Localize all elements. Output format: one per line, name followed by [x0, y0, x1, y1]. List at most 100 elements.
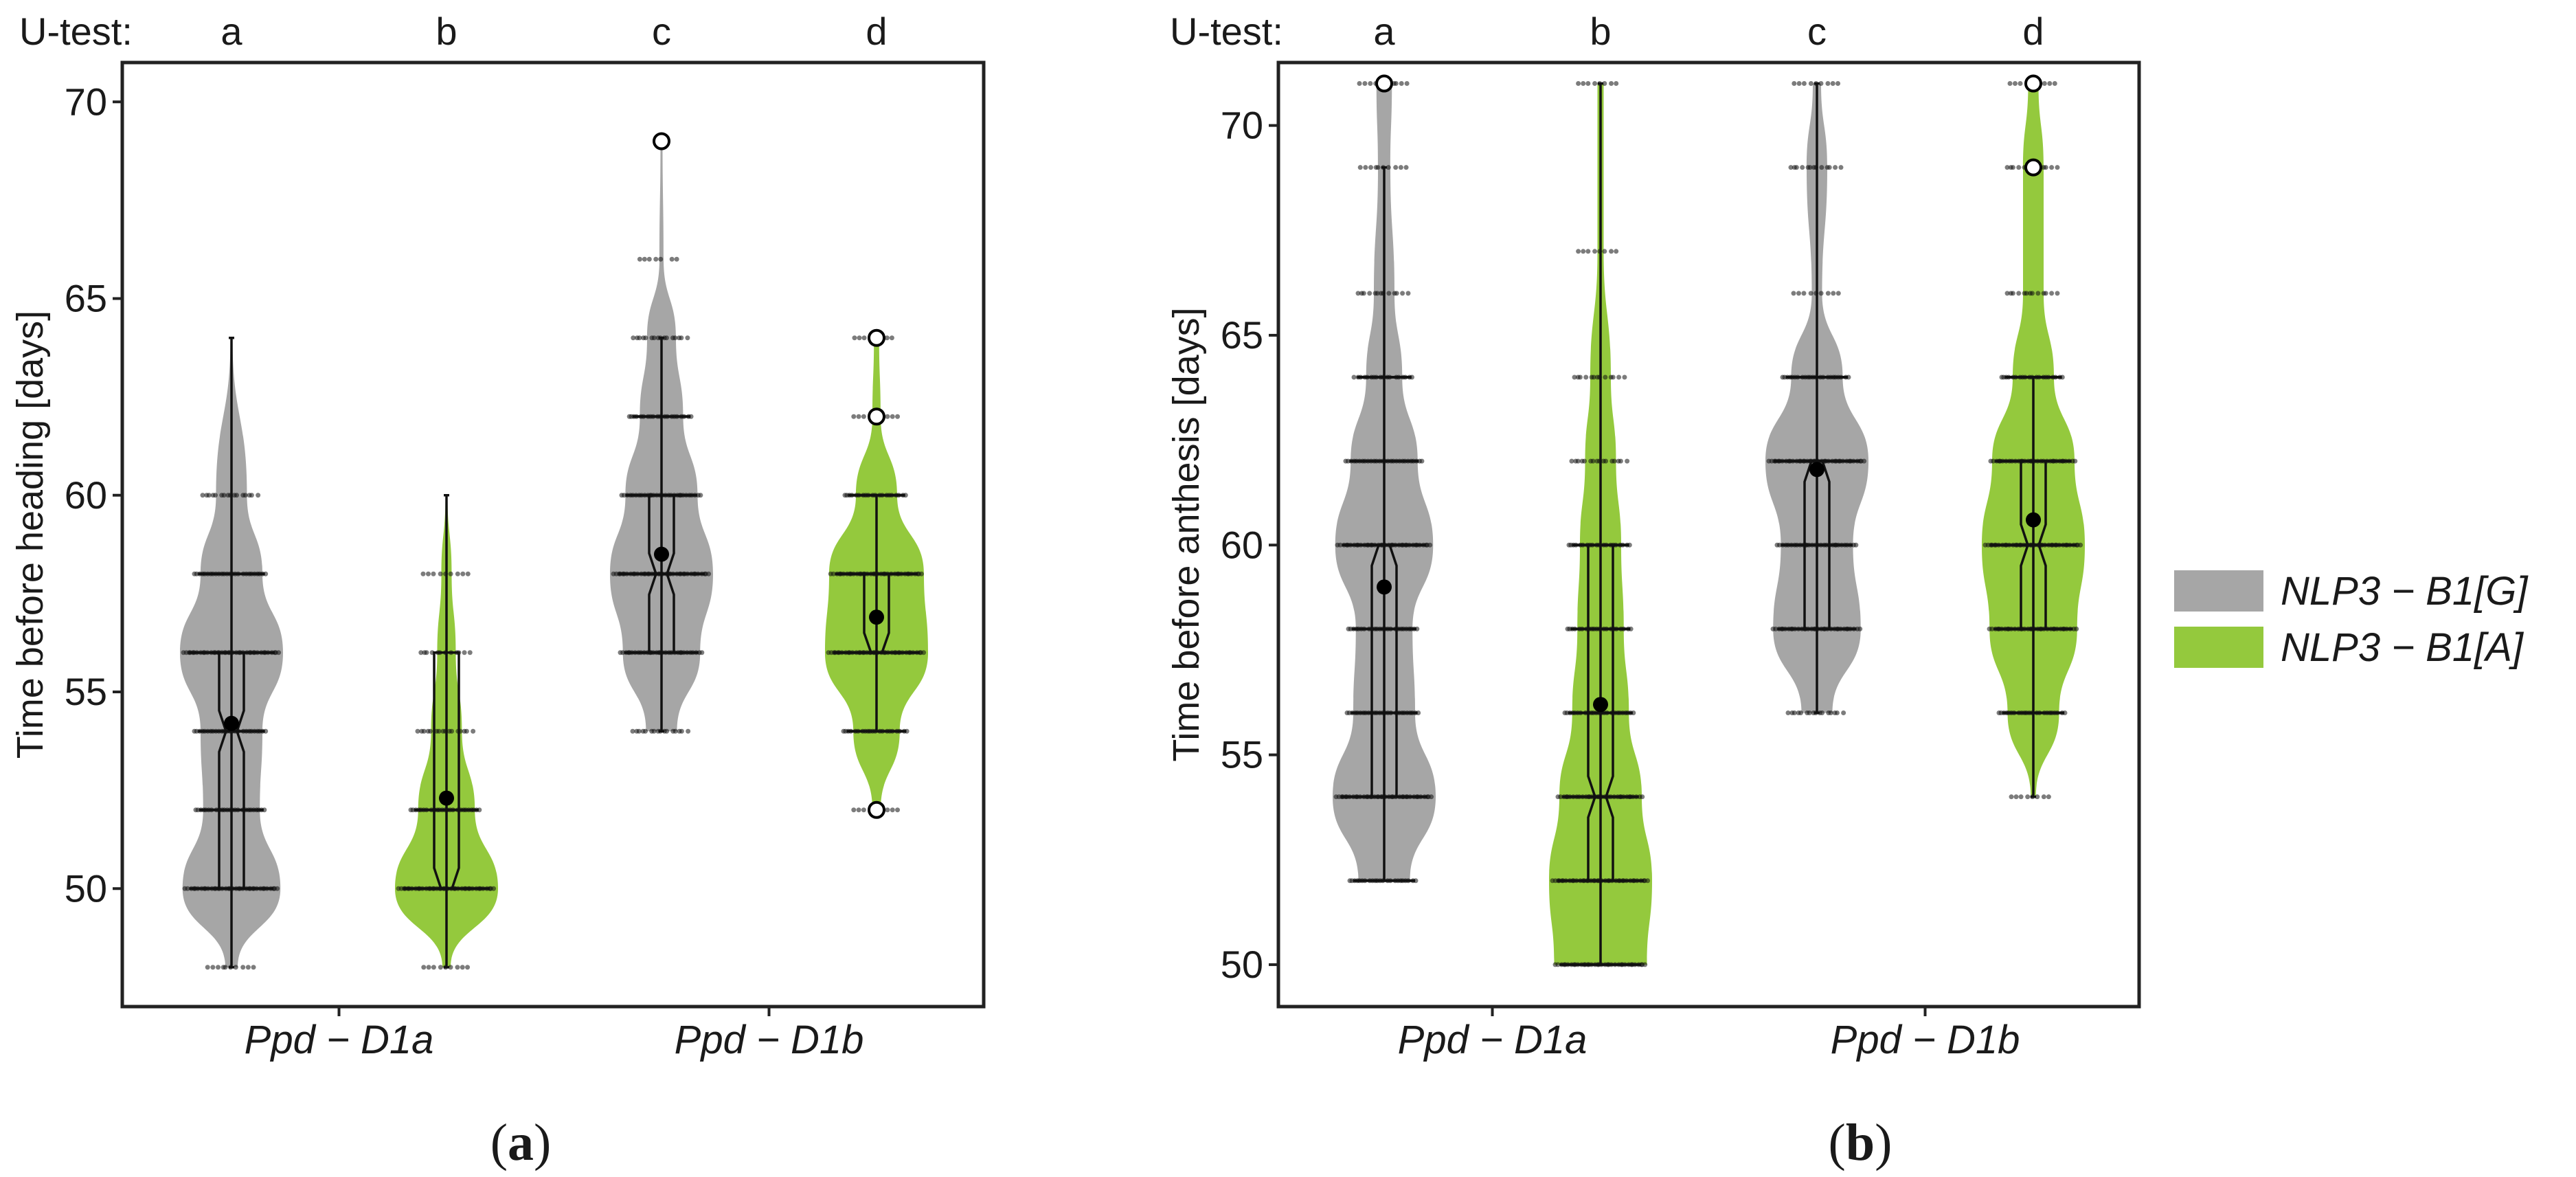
data-point [1805, 710, 1810, 716]
data-point [653, 256, 659, 262]
data-point [1862, 458, 1867, 464]
data-point [1592, 249, 1598, 254]
data-point [1373, 165, 1379, 170]
data-point [1602, 249, 1607, 254]
data-point [447, 728, 452, 734]
data-point [1808, 291, 1814, 296]
data-point [1601, 458, 1606, 464]
data-point [231, 493, 237, 498]
utest-letter: d [2022, 10, 2044, 53]
data-point [462, 650, 467, 655]
data-point [890, 807, 895, 813]
data-point [686, 728, 691, 734]
box-notched [2020, 460, 2047, 631]
data-point [276, 650, 282, 655]
data-point [1419, 458, 1425, 464]
data-point [1363, 165, 1368, 170]
data-point [1998, 710, 2004, 716]
data-point [2052, 81, 2057, 87]
data-point [621, 493, 626, 498]
data-point [467, 650, 473, 655]
data-point [2016, 291, 2022, 296]
data-point [2025, 794, 2031, 800]
data-point [699, 650, 705, 655]
data-point [1826, 710, 1831, 716]
data-point [204, 493, 210, 498]
data-point [1792, 165, 1797, 170]
data-point [1841, 710, 1846, 716]
data-point [1825, 81, 1831, 87]
utest-letter: a [221, 10, 242, 53]
data-point [1835, 81, 1841, 87]
data-point [1811, 165, 1816, 170]
data-point [1594, 374, 1600, 380]
data-point [1616, 458, 1621, 464]
data-point [1359, 291, 1364, 296]
data-point [706, 571, 712, 576]
data-point [2049, 165, 2055, 170]
legend-label-a: NLP3 − B1[A] [2281, 625, 2524, 670]
data-point [2049, 291, 2055, 296]
y-tick-label-a: 70 [65, 80, 107, 123]
plot-area-b: 50 55 60 65 70 Ppd − D1a Ppd − D1b a b c d [1221, 10, 2085, 1062]
y-axis-label-b: Time before anthesis [days] [1166, 307, 1207, 761]
data-point [2018, 81, 2023, 87]
box-notched [1370, 543, 1398, 798]
box-notched [1803, 460, 1831, 631]
data-point [674, 256, 679, 262]
data-point [210, 965, 216, 970]
data-point [1367, 291, 1372, 296]
data-point [895, 807, 901, 813]
data-point [921, 650, 927, 655]
data-point [1625, 458, 1630, 464]
outlier-point [868, 800, 885, 819]
utest-letter: c [1807, 10, 1827, 53]
panel-label-b: (b) [1829, 1114, 1893, 1172]
data-point [256, 493, 261, 498]
data-point [634, 728, 640, 734]
box-notched [433, 651, 460, 890]
utest-letter: b [436, 10, 457, 53]
data-point [1348, 626, 1353, 631]
data-point [2072, 458, 2078, 464]
data-point [2046, 794, 2051, 800]
data-point [491, 886, 497, 891]
data-point [1832, 710, 1838, 716]
data-point [629, 414, 634, 419]
data-point [1585, 81, 1591, 87]
y-tick-label-a: 50 [65, 866, 107, 910]
data-point [861, 335, 867, 341]
data-point [2055, 291, 2060, 296]
data-point [448, 965, 453, 970]
data-point [194, 728, 199, 734]
data-point [1351, 374, 1357, 380]
x-category-label-a: Ppd − D1b [675, 1018, 864, 1062]
data-point [1801, 291, 1807, 296]
x-category-label-a: Ppd − D1a [245, 1018, 434, 1062]
y-tick-label-b: 65 [1221, 313, 1263, 357]
data-point [1805, 165, 1811, 170]
data-point [1789, 710, 1795, 716]
data-point [698, 493, 703, 498]
data-point [831, 571, 836, 576]
data-point [448, 571, 453, 576]
data-point [221, 965, 226, 970]
data-point [422, 650, 427, 655]
data-point [630, 728, 635, 734]
data-point [1614, 81, 1619, 87]
data-point [844, 493, 850, 498]
data-point [460, 965, 465, 970]
data-point [1791, 291, 1796, 296]
data-point [670, 335, 675, 341]
data-point [1400, 291, 1405, 296]
data-point [431, 965, 436, 970]
data-point [884, 335, 890, 341]
data-point [1404, 81, 1410, 87]
data-point [861, 414, 866, 419]
data-point [418, 650, 424, 655]
data-point [2078, 542, 2083, 548]
data-point [1616, 374, 1622, 380]
data-point [2012, 81, 2018, 87]
y-tick-label-a: 55 [65, 670, 107, 713]
